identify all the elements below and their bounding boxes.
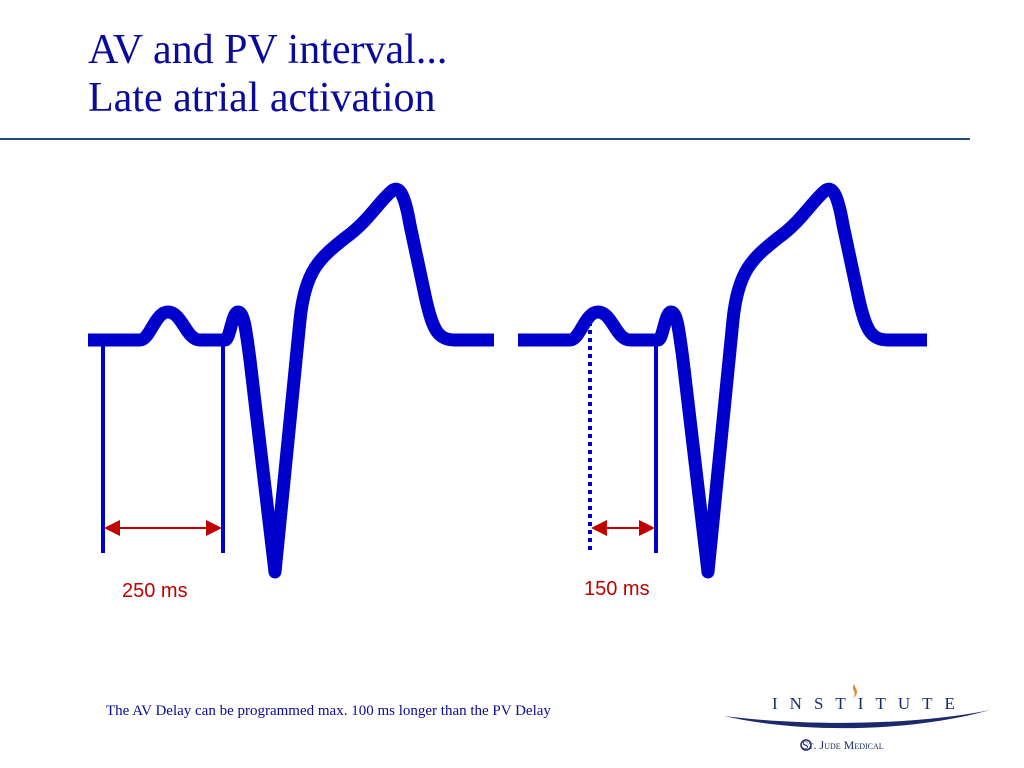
left-waveform — [88, 182, 494, 579]
institute-logo: INSTITUTE St. Jude Medical — [722, 680, 992, 758]
left-interval-label: 250 ms — [122, 580, 188, 602]
right-waveform — [518, 182, 927, 579]
title-line-1: AV and PV interval... — [88, 27, 448, 73]
title-divider — [0, 138, 970, 140]
logo-institute-text: INSTITUTE — [772, 694, 967, 713]
footnote: The AV Delay can be programmed max. 100 … — [106, 703, 551, 719]
slide-title: AV and PV interval... Late atrial activa… — [88, 26, 447, 122]
right-interval-label: 150 ms — [584, 578, 650, 600]
logo-swoosh-icon — [724, 684, 990, 751]
right-ecg-complex — [518, 182, 927, 579]
logo-company-text: St. Jude Medical — [802, 738, 884, 752]
left-ecg-complex — [88, 182, 494, 579]
title-line-2: Late atrial activation — [88, 75, 436, 121]
